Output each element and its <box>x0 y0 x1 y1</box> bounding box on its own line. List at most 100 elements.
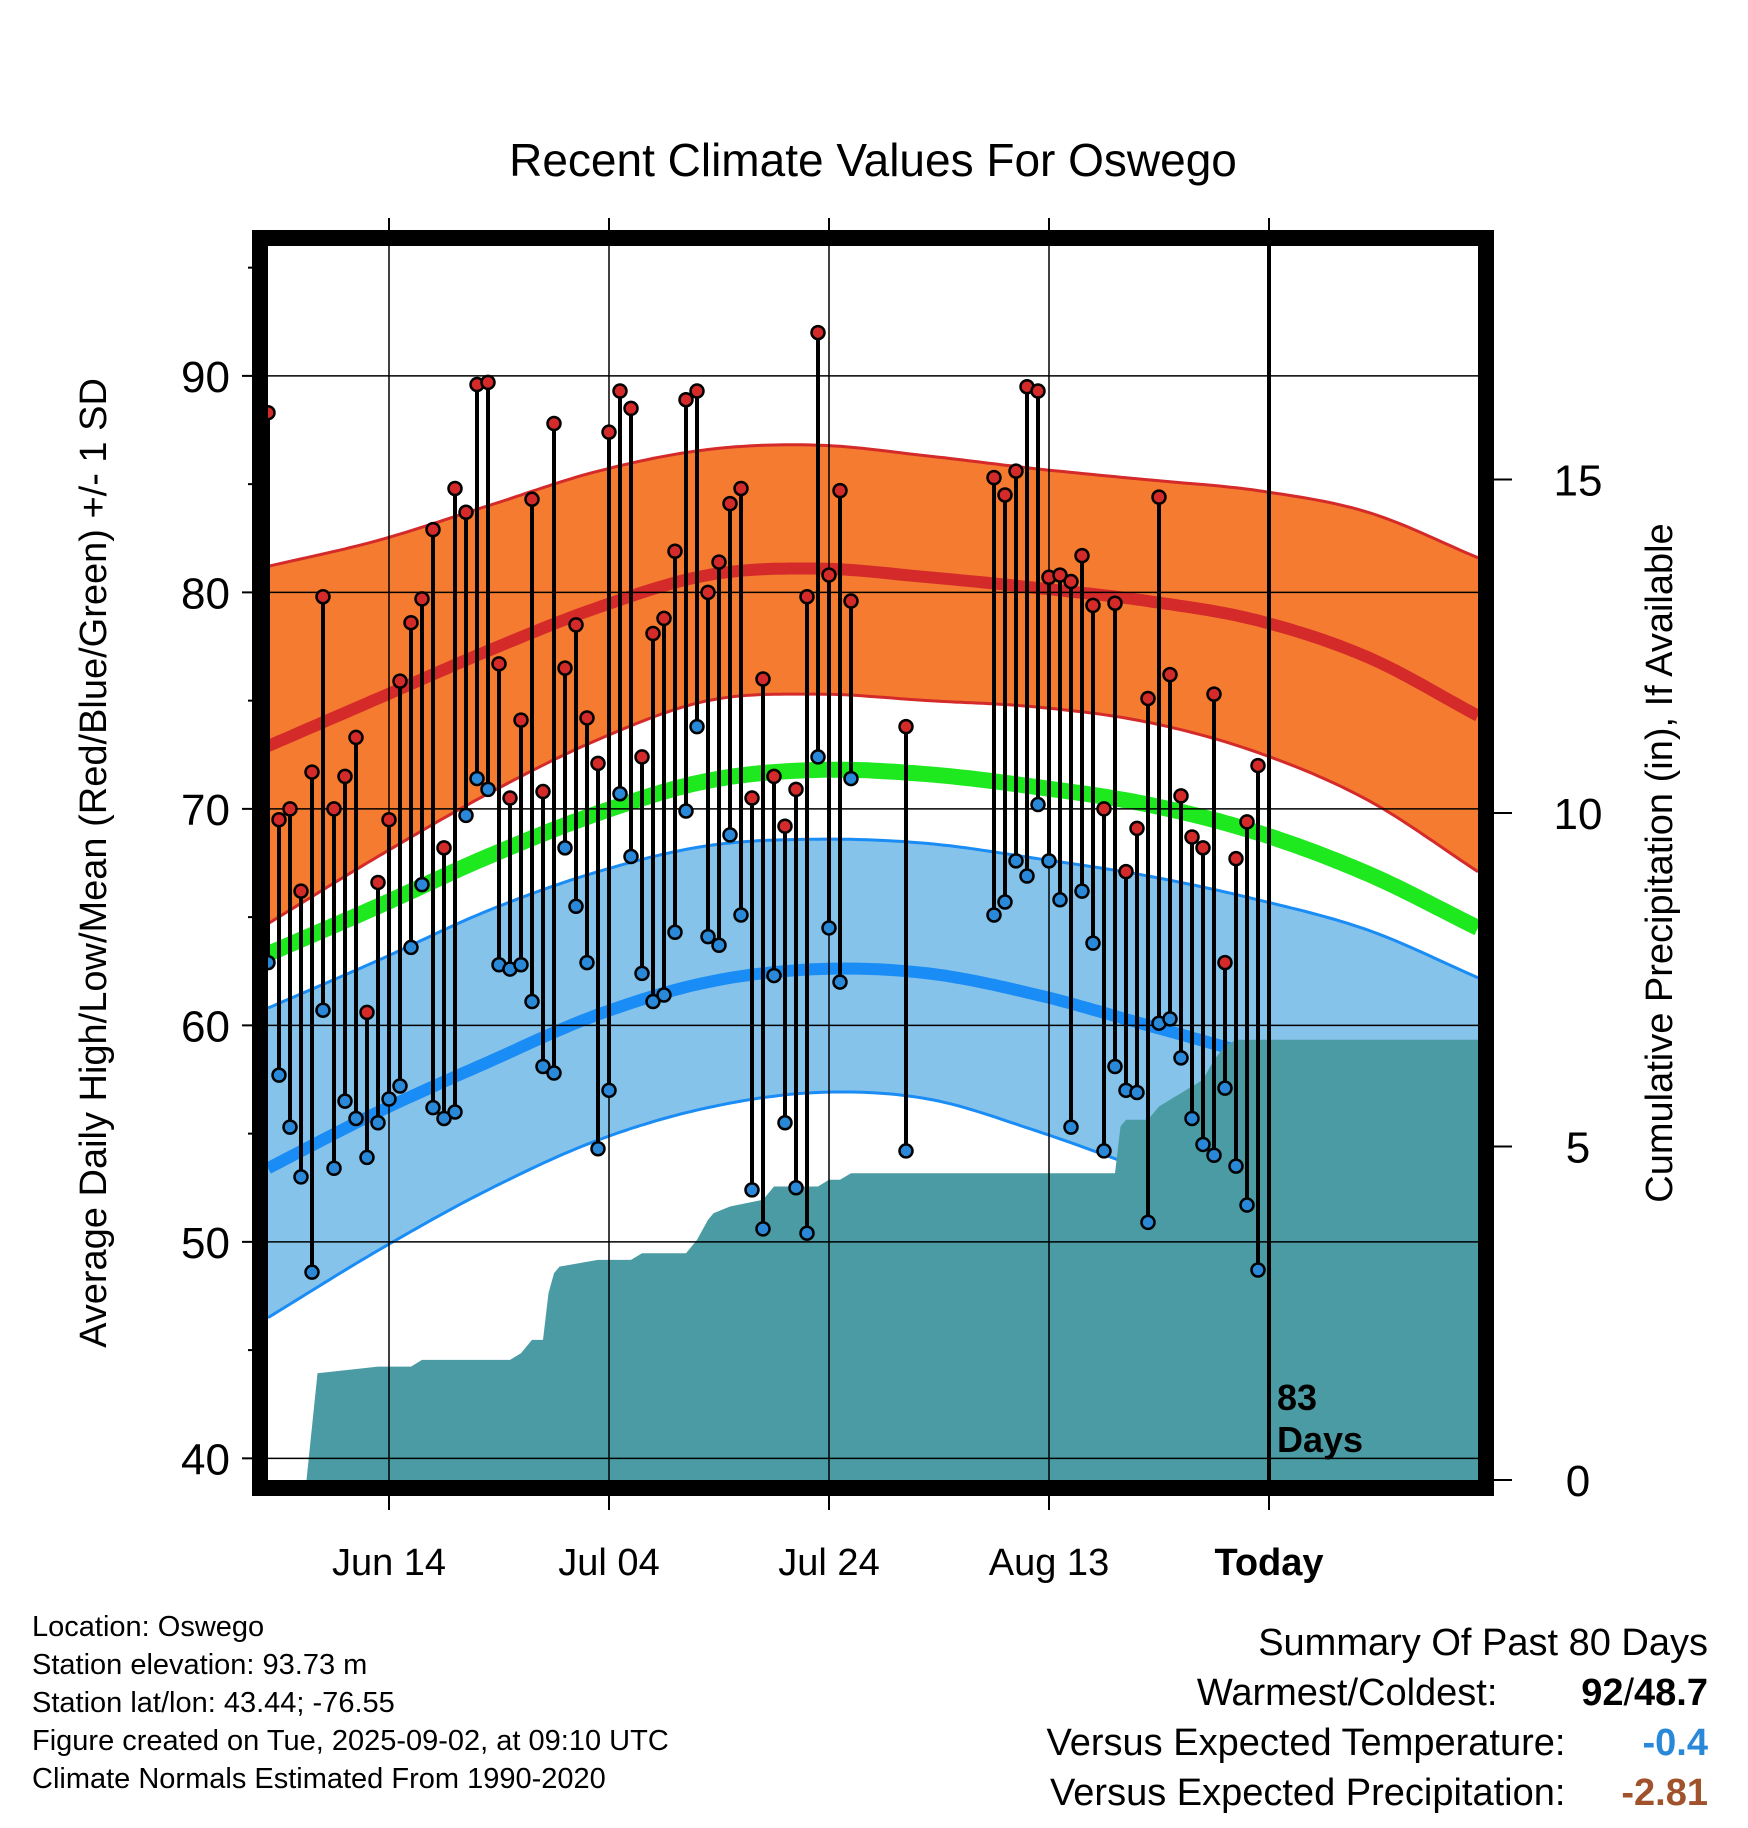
observed-low-point <box>1041 853 1057 869</box>
observed-high-point <box>282 801 298 817</box>
summary-warm-cold-row: Warmest/Coldest: 92/48.7 <box>1047 1668 1708 1718</box>
precip-label: Versus Expected Precipitation: <box>1050 1772 1566 1814</box>
observed-high-point <box>986 469 1002 486</box>
observed-low-point <box>832 974 848 990</box>
x-axis-label: Day <box>839 1599 907 1600</box>
observed-low-point <box>579 954 595 971</box>
normal-high-line <box>268 562 1478 752</box>
warm-cold-label: Warmest/Coldest: <box>1196 1672 1498 1714</box>
observed-high-point <box>381 811 397 828</box>
observed-high-point <box>546 415 562 432</box>
temp-label: Versus Expected Temperature: <box>1046 1722 1566 1764</box>
observed-high-point <box>370 874 386 891</box>
observed-high-point <box>1085 597 1101 614</box>
observed-low-point <box>1096 1143 1112 1159</box>
observed-high-point <box>568 617 584 633</box>
observed-high-point <box>1184 829 1200 845</box>
observed-low-point <box>480 781 496 798</box>
observed-low-point <box>535 1058 551 1075</box>
observed-low-point <box>1129 1084 1145 1101</box>
y-tick-label: 50 <box>181 1219 230 1268</box>
observed-low-point <box>425 1099 441 1116</box>
info-block: Location: Oswego Station elevation: 93.7… <box>32 1608 669 1798</box>
precipitation-area <box>306 1039 1478 1480</box>
x-tick-label: Jul 24 <box>778 1542 879 1584</box>
observed-high-point <box>458 504 474 521</box>
observed-low-point <box>612 785 628 802</box>
observed-low-point <box>601 1082 617 1099</box>
coldest-value: 48.7 <box>1634 1672 1708 1714</box>
observed-high-point <box>689 383 705 399</box>
observed-high-point <box>348 729 364 746</box>
observed-low-point <box>370 1115 386 1131</box>
summary-title: Summary Of Past 80 Days <box>1258 1622 1708 1664</box>
observed-low-point <box>1085 935 1101 951</box>
warmest-value: 92 <box>1581 1672 1624 1714</box>
observed-low-point <box>700 928 716 945</box>
y-tick-label: 80 <box>181 569 230 618</box>
observed-low-point <box>524 993 540 1010</box>
observed-high-point <box>293 883 309 899</box>
summary-precip-row: Versus Expected Precipitation: -2.81 <box>1047 1768 1708 1818</box>
y2-axis-label: Cumulative Precipitation (in), If Availa… <box>1639 523 1681 1202</box>
observed-high-point <box>733 480 749 497</box>
observed-high-point <box>268 404 276 421</box>
observed-low-point <box>810 749 826 765</box>
observed-low-point <box>271 1067 287 1083</box>
observed-low-point <box>590 1141 606 1157</box>
observed-high-point <box>744 790 760 806</box>
observed-high-point <box>755 671 771 687</box>
observed-low-point <box>623 848 639 865</box>
observed-low-point <box>1030 796 1046 813</box>
observed-low-point <box>282 1119 298 1135</box>
summary-temp-row: Versus Expected Temperature: -0.4 <box>1047 1718 1708 1768</box>
observed-low-point <box>689 718 705 735</box>
x-tick-label: Today <box>1214 1542 1323 1584</box>
low-sd-band <box>268 839 1478 1318</box>
observed-low-point <box>733 907 749 923</box>
observed-high-point <box>392 673 408 689</box>
normals-text: Climate Normals Estimated From 1990-2020 <box>32 1763 606 1795</box>
observed-low-point <box>359 1149 375 1166</box>
observed-high-point <box>1217 954 1233 971</box>
x-tick-label: Jun 14 <box>332 1542 446 1584</box>
warm-cold-value: 92/48.7 <box>1508 1668 1708 1718</box>
observed-high-point <box>425 521 441 538</box>
observed-low-point <box>381 1091 397 1107</box>
observed-high-point <box>1151 489 1167 505</box>
observed-high-point <box>315 588 331 605</box>
y-tick-label: 40 <box>181 1435 230 1484</box>
observed-high-point <box>1173 788 1189 804</box>
observed-low-point <box>1184 1110 1200 1127</box>
observed-low-point <box>788 1179 804 1196</box>
high-sd-band-lower-edge <box>268 692 1478 925</box>
observed-low-point <box>744 1182 760 1198</box>
observed-high-point <box>810 324 826 341</box>
y-tick-label: 60 <box>181 1002 230 1051</box>
observed-high-point <box>359 1004 375 1021</box>
observed-high-point <box>1008 463 1024 479</box>
observed-low-point <box>458 807 474 824</box>
slash: / <box>1623 1672 1635 1714</box>
observed-low-point <box>513 957 529 973</box>
observed-high-point <box>1239 814 1255 830</box>
observed-low-point <box>722 827 738 843</box>
observed-high-point <box>722 495 738 512</box>
created-text: Figure created on Tue, 2025-09-02, at 09… <box>32 1725 669 1757</box>
observed-high-point <box>1228 850 1244 867</box>
latlon-text: Station lat/lon: 43.44; -76.55 <box>32 1687 395 1719</box>
y2-tick-label: 0 <box>1566 1457 1590 1506</box>
observed-low-point <box>546 1065 562 1081</box>
y2-tick-label: 10 <box>1554 790 1603 839</box>
observed-low-point <box>557 840 573 856</box>
observed-low-point <box>678 803 694 819</box>
y2-tick-label: 15 <box>1554 456 1603 505</box>
observed-low-point <box>447 1104 463 1120</box>
today-days-number: 83 <box>1277 1377 1317 1418</box>
observed-low-point <box>1239 1197 1255 1213</box>
observed-low-point <box>304 1264 320 1280</box>
observed-low-point <box>1173 1050 1189 1066</box>
observed-high-point <box>513 712 529 728</box>
observed-low-point <box>711 937 727 954</box>
observed-high-point <box>1195 840 1211 856</box>
